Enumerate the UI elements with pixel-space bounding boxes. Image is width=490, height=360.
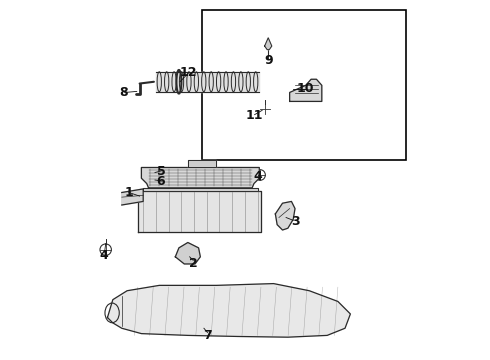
- Polygon shape: [290, 79, 322, 102]
- Text: 3: 3: [291, 215, 299, 228]
- Text: 12: 12: [179, 66, 196, 79]
- Polygon shape: [138, 191, 261, 232]
- Polygon shape: [175, 243, 200, 264]
- Text: 5: 5: [157, 165, 166, 177]
- Text: 4: 4: [99, 248, 108, 261]
- Text: 2: 2: [189, 257, 197, 270]
- Text: 9: 9: [264, 54, 272, 67]
- Polygon shape: [188, 160, 217, 167]
- Polygon shape: [122, 189, 143, 205]
- Text: 1: 1: [124, 186, 133, 199]
- Polygon shape: [265, 38, 272, 50]
- Text: 6: 6: [157, 175, 165, 188]
- Bar: [202, 10, 406, 160]
- Polygon shape: [142, 167, 259, 188]
- Polygon shape: [107, 284, 350, 337]
- Text: 10: 10: [297, 82, 315, 95]
- Polygon shape: [143, 188, 258, 192]
- Polygon shape: [275, 202, 295, 230]
- Text: 4: 4: [253, 170, 262, 183]
- Text: 11: 11: [245, 109, 263, 122]
- Text: 7: 7: [203, 329, 212, 342]
- Text: 8: 8: [119, 86, 128, 99]
